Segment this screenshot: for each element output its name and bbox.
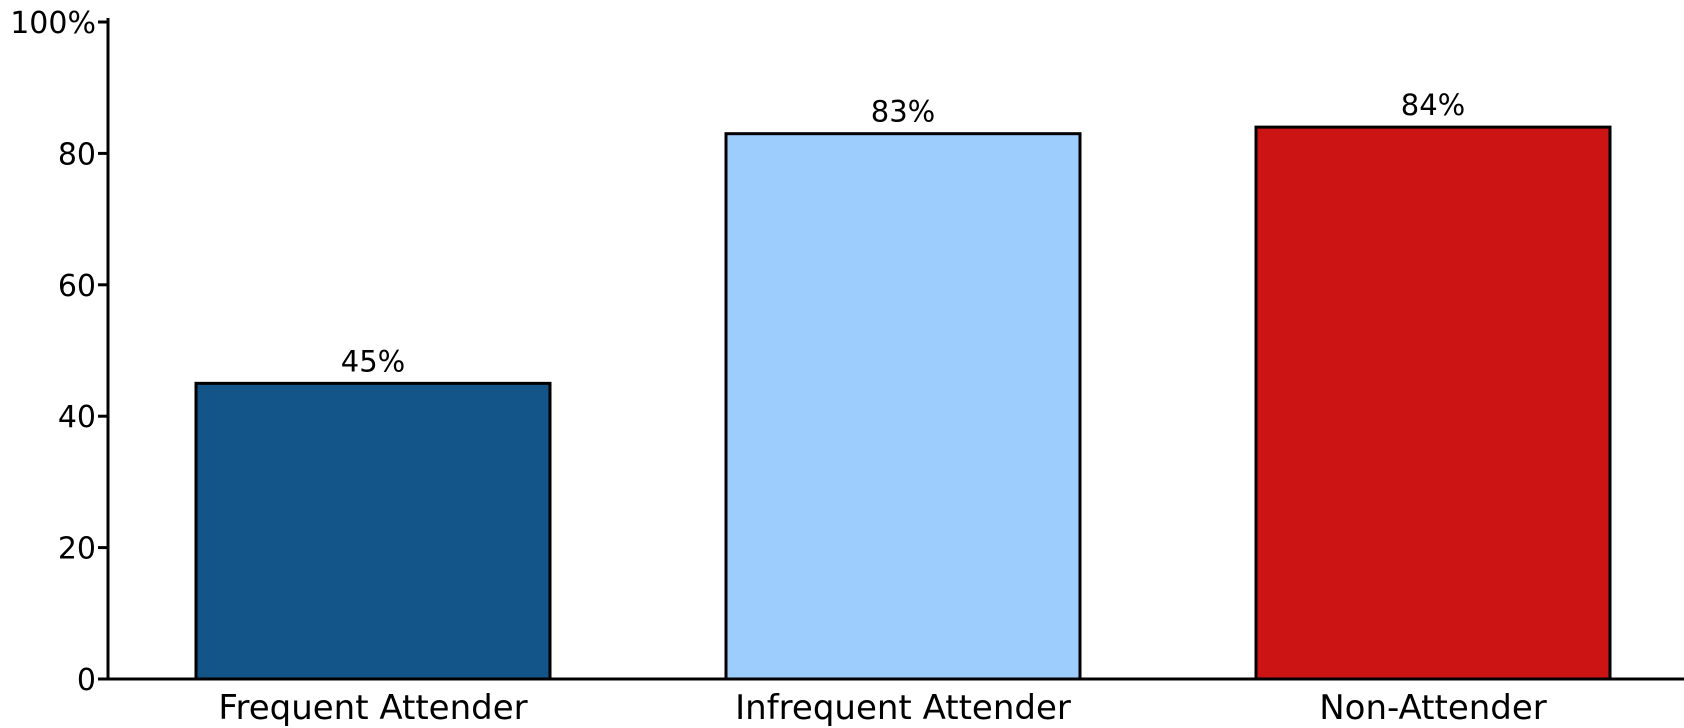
- bars-group: [194, 125, 1612, 681]
- x-axis: Frequent Attender Infrequent Attender Non-…: [106, 677, 1684, 728]
- bar-infrequent-attender: [724, 132, 1082, 681]
- y-tick-label: 80: [58, 137, 96, 172]
- y-tick-label: 60: [58, 269, 96, 304]
- data-label: 83%: [871, 95, 935, 129]
- x-tick-label: Infrequent Attender: [735, 688, 1071, 728]
- bar-non-attender: [1254, 125, 1612, 681]
- y-tick-label: 20: [58, 532, 96, 567]
- y-axis: 0 20 40 60 80 100%: [10, 6, 110, 698]
- x-tick-label: Frequent Attender: [218, 688, 527, 728]
- x-tick-label: Non-Attender: [1319, 688, 1547, 728]
- data-labels-group: 45% 83% 84%: [341, 88, 1465, 378]
- bar-frequent-attender: [194, 381, 552, 681]
- y-tick-label: 40: [58, 400, 96, 435]
- data-label: 45%: [341, 344, 405, 378]
- data-label: 84%: [1401, 88, 1465, 122]
- y-tick-label: 100%: [10, 6, 96, 41]
- y-tick-label: 0: [77, 663, 96, 698]
